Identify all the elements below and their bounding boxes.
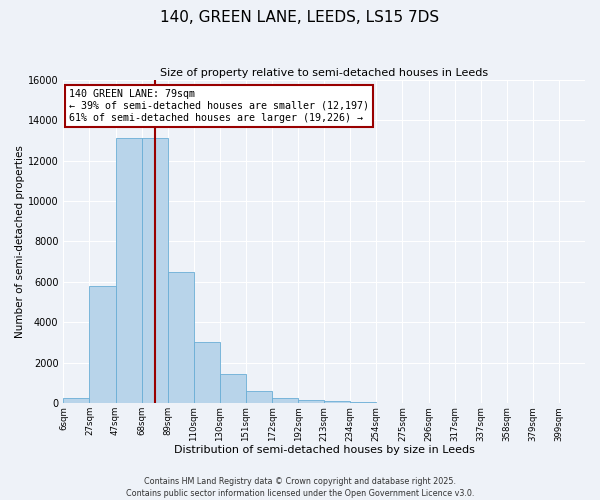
Text: 140, GREEN LANE, LEEDS, LS15 7DS: 140, GREEN LANE, LEEDS, LS15 7DS: [160, 10, 440, 25]
X-axis label: Distribution of semi-detached houses by size in Leeds: Distribution of semi-detached houses by …: [174, 445, 475, 455]
Bar: [168, 272, 194, 403]
Bar: [350, 402, 376, 403]
Bar: [220, 374, 246, 403]
Title: Size of property relative to semi-detached houses in Leeds: Size of property relative to semi-detach…: [160, 68, 488, 78]
Bar: [89, 286, 116, 403]
Bar: [272, 398, 298, 403]
Bar: [324, 402, 350, 403]
Bar: [142, 138, 168, 403]
Bar: [64, 398, 89, 403]
Bar: [194, 342, 220, 403]
Text: 140 GREEN LANE: 79sqm
← 39% of semi-detached houses are smaller (12,197)
61% of : 140 GREEN LANE: 79sqm ← 39% of semi-deta…: [68, 90, 368, 122]
Bar: [298, 400, 324, 403]
Bar: [246, 390, 272, 403]
Text: Contains HM Land Registry data © Crown copyright and database right 2025.
Contai: Contains HM Land Registry data © Crown c…: [126, 476, 474, 498]
Bar: [116, 138, 142, 403]
Y-axis label: Number of semi-detached properties: Number of semi-detached properties: [15, 145, 25, 338]
